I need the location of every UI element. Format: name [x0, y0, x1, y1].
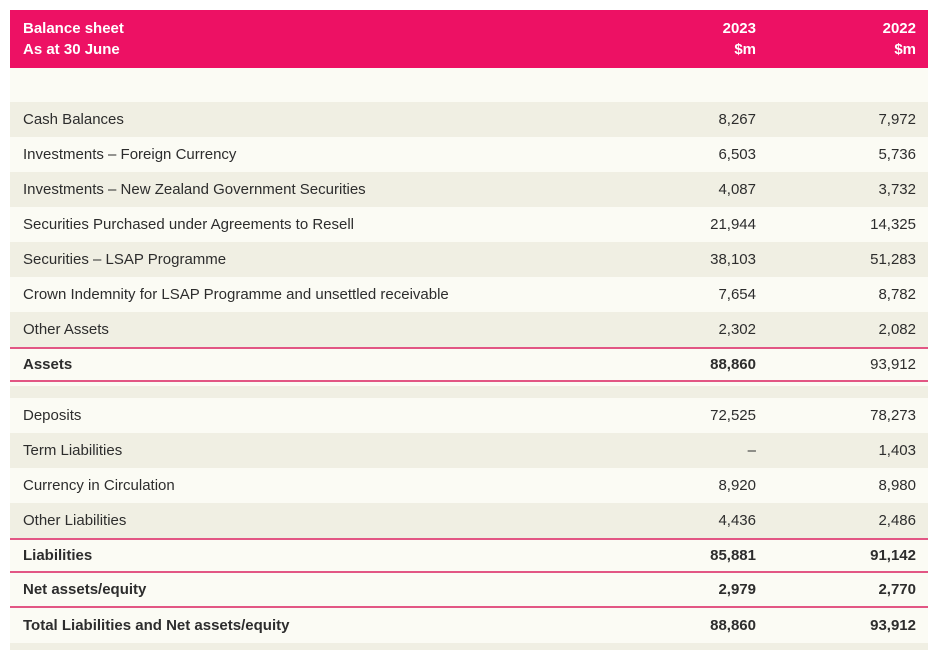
row-label: Deposits	[23, 407, 82, 424]
table-row-other-liabilities: Other Liabilities 4,436 2,486	[10, 503, 928, 538]
row-label: Investments – Foreign Currency	[23, 146, 237, 163]
row-value-2022: 14,325	[870, 216, 916, 233]
table-row-crown-indemnity: Crown Indemnity for LSAP Programme and u…	[10, 277, 928, 312]
row-value-2022: 3,732	[878, 181, 916, 198]
row-value-2022: 51,283	[870, 251, 916, 268]
table-row-net-assets-equity: Net assets/equity 2,979 2,770	[10, 573, 928, 608]
row-label: Liabilities	[23, 547, 93, 564]
spacer-light-strip	[10, 382, 928, 386]
row-value-2023: 8,267	[718, 111, 756, 128]
table-row-deposits: Deposits 72,525 78,273	[10, 398, 928, 433]
row-value-2022: 2,770	[878, 581, 916, 598]
row-value-2023: 4,436	[718, 512, 756, 529]
table-row-securities-purchased-resell: Securities Purchased under Agreements to…	[10, 207, 928, 242]
row-value-2022: 7,972	[878, 111, 916, 128]
column-header-2023: 2023 $m	[608, 18, 768, 60]
row-value-2023: 88,860	[710, 356, 756, 373]
row-value-2022: 2,082	[878, 321, 916, 338]
table-row-other-assets: Other Assets 2,302 2,082	[10, 312, 928, 347]
row-value-2022: 78,273	[870, 407, 916, 424]
row-label: Cash Balances	[23, 111, 124, 128]
row-label: Securities – LSAP Programme	[23, 251, 227, 268]
column-header-2023-year: 2023	[722, 20, 756, 37]
row-value-2023: 8,920	[718, 477, 756, 494]
section-spacer	[10, 382, 928, 398]
row-value-2022: 93,912	[870, 617, 916, 634]
table-row-investments-nz-government-securities: Investments – New Zealand Government Sec…	[10, 172, 928, 207]
row-label: Total Liabilities and Net assets/equity	[23, 617, 290, 634]
row-label: Term Liabilities	[23, 442, 123, 459]
table-title-line2: As at 30 June	[23, 41, 120, 58]
row-value-2023: 2,302	[718, 321, 756, 338]
row-value-2022: 1,403	[878, 442, 916, 459]
table-title-line1: Balance sheet	[23, 20, 124, 37]
row-value-2023: 85,881	[710, 547, 756, 564]
row-value-2023: –	[747, 442, 756, 459]
spacer-dark-strip	[10, 386, 928, 398]
row-value-2023: 38,103	[710, 251, 756, 268]
row-label: Investments – New Zealand Government Sec…	[23, 181, 366, 198]
row-value-2022: 5,736	[878, 146, 916, 163]
row-value-2023: 6,503	[718, 146, 756, 163]
row-label: Crown Indemnity for LSAP Programme and u…	[23, 286, 449, 303]
table-bottom-strip	[10, 643, 928, 650]
row-value-2022: 93,912	[870, 356, 916, 373]
row-value-2023: 21,944	[710, 216, 756, 233]
spacer-row	[10, 68, 928, 102]
row-value-2022: 91,142	[870, 547, 916, 564]
row-value-2023: 72,525	[710, 407, 756, 424]
row-value-2022: 8,782	[878, 286, 916, 303]
row-value-2023: 88,860	[710, 617, 756, 634]
table-row-liabilities-total: Liabilities 85,881 91,142	[10, 538, 928, 573]
row-value-2022: 2,486	[878, 512, 916, 529]
table-header: Balance sheet As at 30 June 2023 $m 2022…	[10, 10, 928, 68]
row-value-2022: 8,980	[878, 477, 916, 494]
row-label: Other Assets	[23, 321, 109, 338]
column-header-2022-year: 2022	[882, 20, 916, 37]
row-value-2023: 7,654	[718, 286, 756, 303]
table-row-currency-in-circulation: Currency in Circulation 8,920 8,980	[10, 468, 928, 503]
table-row-assets-total: Assets 88,860 93,912	[10, 347, 928, 382]
row-label: Net assets/equity	[23, 581, 147, 598]
column-header-2023-unit: $m	[734, 41, 756, 58]
table-title: Balance sheet As at 30 June	[10, 18, 608, 60]
row-value-2023: 4,087	[718, 181, 756, 198]
table-row-securities-lsap-programme: Securities – LSAP Programme 38,103 51,28…	[10, 242, 928, 277]
row-label: Other Liabilities	[23, 512, 127, 529]
row-label: Currency in Circulation	[23, 477, 175, 494]
row-label: Assets	[23, 356, 73, 373]
column-header-2022: 2022 $m	[768, 18, 928, 60]
row-label: Securities Purchased under Agreements to…	[23, 216, 355, 233]
row-value-2023: 2,979	[718, 581, 756, 598]
table-row-investments-foreign-currency: Investments – Foreign Currency 6,503 5,7…	[10, 137, 928, 172]
table-row-term-liabilities: Term Liabilities – 1,403	[10, 433, 928, 468]
table-row-total-liabilities-net-assets: Total Liabilities and Net assets/equity …	[10, 608, 928, 643]
column-header-2022-unit: $m	[894, 41, 916, 58]
table-row-cash-balances: Cash Balances 8,267 7,972	[10, 102, 928, 137]
balance-sheet-table: Balance sheet As at 30 June 2023 $m 2022…	[10, 10, 928, 650]
